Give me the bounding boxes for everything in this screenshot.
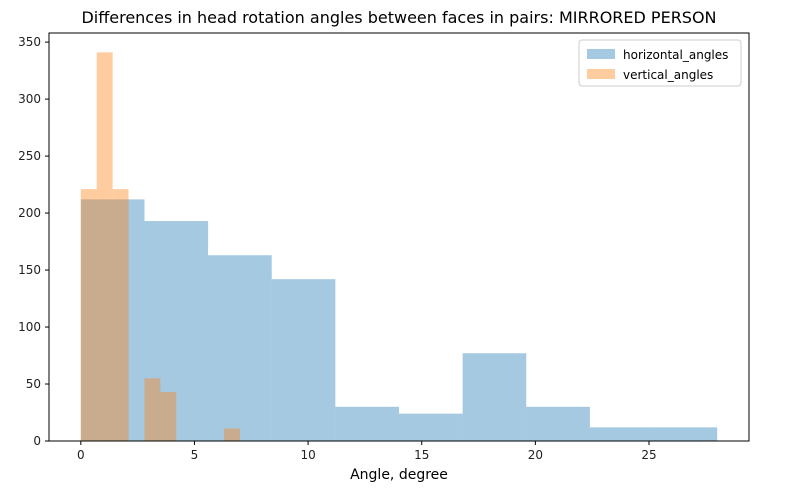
- legend-box: [578, 39, 742, 87]
- y-tick-label: 100: [18, 320, 41, 334]
- y-tick-label: 300: [18, 92, 41, 106]
- y-tick-label: 350: [18, 35, 41, 49]
- x-tick-label: 5: [191, 448, 199, 462]
- vertical_angles-bar-2: [112, 189, 129, 441]
- bars-layer: [80, 52, 718, 442]
- x-tick-label: 20: [528, 448, 543, 462]
- horizontal_angles-bar-8: [589, 427, 654, 441]
- legend-swatch-vertical_angles: [587, 69, 615, 79]
- x-tick-label: 15: [414, 448, 429, 462]
- legend-label-vertical_angles: vertical_angles: [623, 68, 713, 82]
- y-tick-label: 250: [18, 149, 41, 163]
- vertical_angles-bar-0: [80, 189, 97, 441]
- x-tick-label: 10: [300, 448, 315, 462]
- horizontal_angles-bar-1: [144, 221, 209, 441]
- y-tick-label: 200: [18, 206, 41, 220]
- x-tick-label: 0: [77, 448, 85, 462]
- horizontal_angles-bar-0: [80, 199, 145, 441]
- vertical_angles-bar-4: [144, 378, 161, 441]
- y-axis: 0 50 100 150 200 250 300 350: [18, 35, 49, 448]
- horizontal_angles-bar-2: [208, 255, 272, 441]
- horizontal_angles-bar-5: [399, 413, 463, 441]
- y-tick-label: 150: [18, 263, 41, 277]
- legend-label-horizontal_angles: horizontal_angles: [623, 48, 728, 62]
- plot-frame: [48, 32, 750, 442]
- y-tick-label: 0: [33, 434, 41, 448]
- vertical_angles-bar-5: [160, 391, 177, 441]
- legend: horizontal_angles vertical_angles: [578, 39, 742, 87]
- x-tick-label: 25: [641, 448, 656, 462]
- y-tick-label: 50: [26, 377, 41, 391]
- chart-title: Differences in head rotation angles betw…: [81, 8, 717, 27]
- horizontal_angles-bar-6: [462, 353, 527, 441]
- horizontal_angles-bar-3: [271, 279, 336, 441]
- vertical_angles-bar-9: [224, 428, 240, 441]
- vertical_angles-bar-1: [96, 52, 113, 442]
- horizontal_angles-bar-4: [335, 406, 399, 441]
- legend-swatch-horizontal_angles: [587, 49, 615, 59]
- x-axis: 0 5 10 15 20 25: [77, 441, 657, 462]
- horizontal_angles-bar-7: [526, 406, 590, 441]
- horizontal_angles-bar-9: [653, 427, 718, 441]
- x-axis-label: Angle, degree: [350, 467, 448, 483]
